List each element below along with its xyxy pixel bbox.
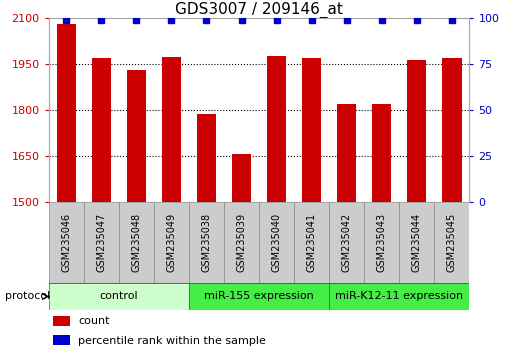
Bar <box>154 202 189 283</box>
Bar <box>162 57 181 202</box>
Text: control: control <box>100 291 138 302</box>
Text: GSM235041: GSM235041 <box>307 213 317 272</box>
Bar <box>302 58 321 202</box>
Bar <box>399 202 435 283</box>
Text: miR-155 expression: miR-155 expression <box>204 291 314 302</box>
Bar <box>259 202 294 283</box>
Text: GSM235040: GSM235040 <box>271 213 282 272</box>
Bar <box>127 70 146 202</box>
Text: GSM235042: GSM235042 <box>342 213 352 272</box>
Bar <box>49 283 189 310</box>
Text: miR-K12-11 expression: miR-K12-11 expression <box>335 291 463 302</box>
Bar <box>435 202 469 283</box>
Bar <box>49 202 84 283</box>
Bar <box>197 114 216 202</box>
Bar <box>442 58 462 202</box>
Bar <box>232 154 251 202</box>
Text: GSM235046: GSM235046 <box>61 213 71 272</box>
Bar <box>224 202 259 283</box>
Text: GSM235045: GSM235045 <box>447 213 457 272</box>
Text: GSM235039: GSM235039 <box>236 213 247 272</box>
Bar <box>92 58 111 202</box>
Bar <box>329 202 364 283</box>
Text: GSM235048: GSM235048 <box>131 213 142 272</box>
Bar <box>53 316 70 326</box>
Text: percentile rank within the sample: percentile rank within the sample <box>78 336 266 346</box>
Text: protocol: protocol <box>5 291 50 302</box>
Text: GSM235043: GSM235043 <box>377 213 387 272</box>
Bar <box>189 202 224 283</box>
Bar <box>407 60 426 202</box>
Bar <box>267 56 286 202</box>
Bar <box>84 202 119 283</box>
Bar <box>372 104 391 202</box>
Bar <box>337 104 357 202</box>
Text: GSM235038: GSM235038 <box>202 213 211 272</box>
Text: GSM235049: GSM235049 <box>166 213 176 272</box>
Bar <box>56 24 76 202</box>
Text: GSM235044: GSM235044 <box>412 213 422 272</box>
Title: GDS3007 / 209146_at: GDS3007 / 209146_at <box>175 1 343 18</box>
Bar <box>364 202 399 283</box>
Bar <box>53 335 70 345</box>
Text: GSM235047: GSM235047 <box>96 213 106 272</box>
Bar <box>119 202 154 283</box>
Bar <box>189 283 329 310</box>
Text: count: count <box>78 316 110 326</box>
Bar <box>329 283 469 310</box>
Bar <box>294 202 329 283</box>
